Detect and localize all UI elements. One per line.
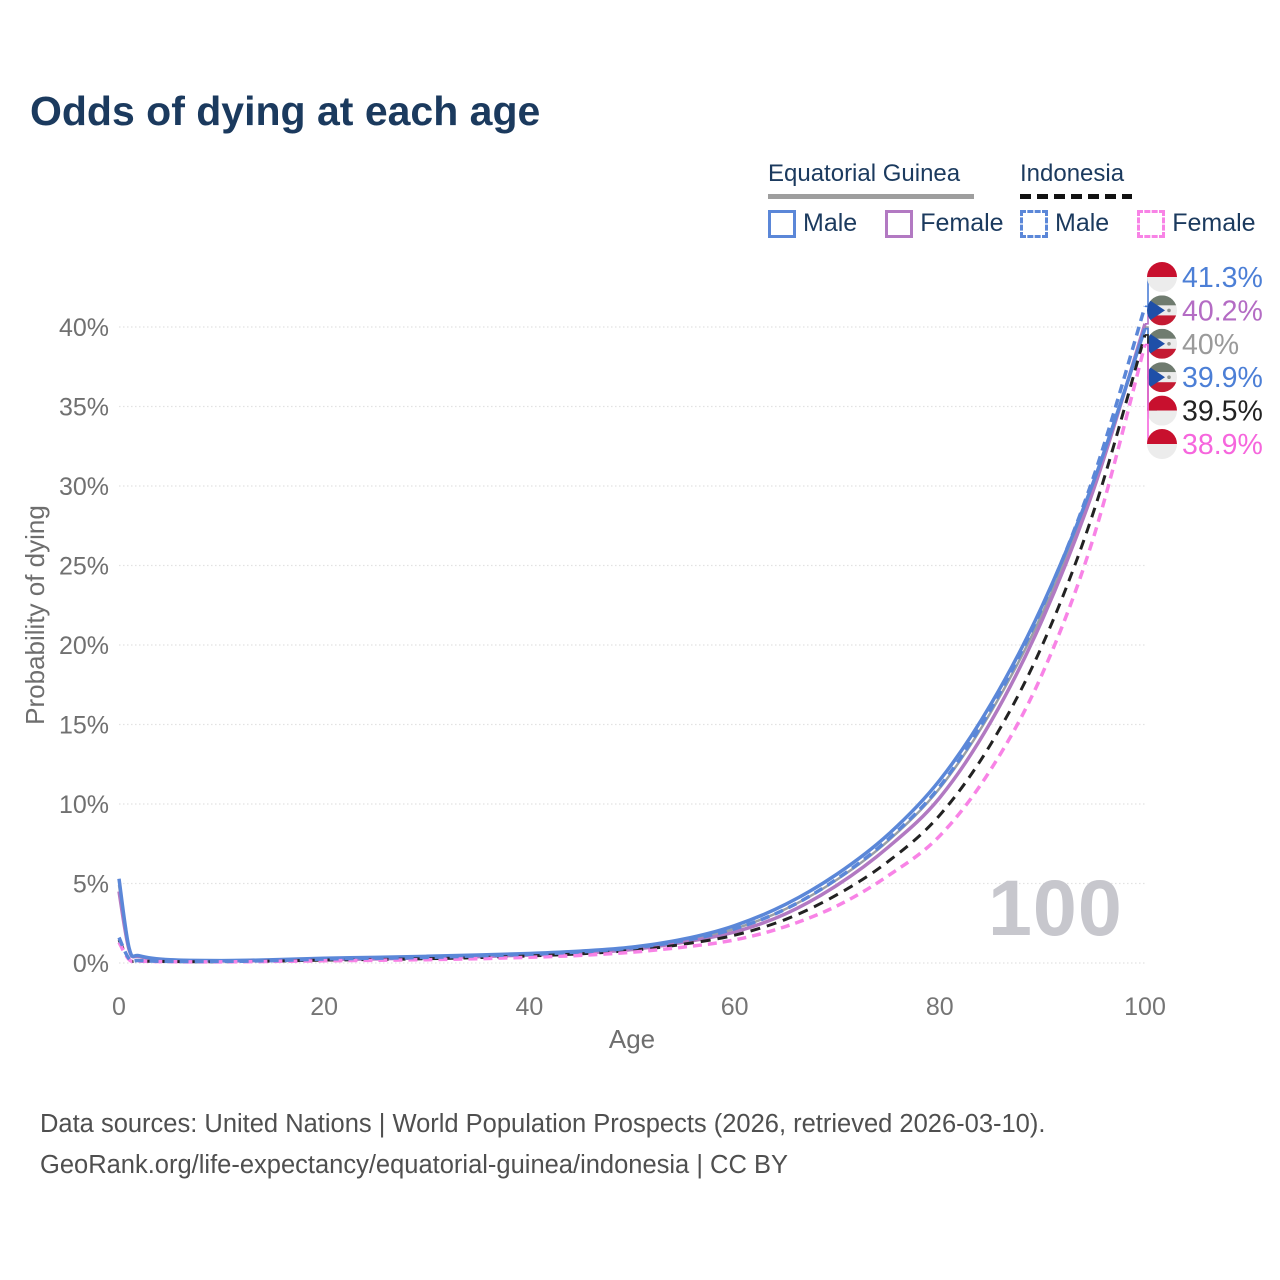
female-dashed-swatch-icon: [1137, 209, 1166, 238]
end-label-value-equatorial-guinea-male: 39.9%: [1182, 362, 1263, 394]
x-tick-label: 20: [310, 993, 338, 1021]
x-tick-label: 80: [926, 993, 954, 1021]
end-label-value-indonesia-both: 39.5%: [1182, 396, 1263, 428]
male-dashed-swatch-icon: [1020, 209, 1048, 238]
legend-header-indonesia: Indonesia: [1020, 160, 1125, 187]
y-tick-label: 0%: [73, 950, 109, 978]
end-label-value-indonesia-female: 38.9%: [1182, 429, 1263, 461]
legend-underline-solid: [768, 194, 974, 199]
equatorial-guinea-flag-icon: [1147, 295, 1177, 326]
end-label-value-equatorial-guinea-both: 40%: [1182, 329, 1239, 361]
y-tick-label: 40%: [59, 314, 109, 342]
y-tick-label: 35%: [59, 394, 109, 422]
y-tick-label: 20%: [59, 632, 109, 660]
female-solid-swatch-icon: [885, 209, 914, 238]
indonesia-flag-icon: [1147, 429, 1177, 459]
legend-group-equatorial-guinea: Equatorial Guinea Male Female: [768, 160, 1004, 238]
legend-item-equatorial-guinea-female[interactable]: Female: [885, 209, 1004, 238]
x-tick-label: 60: [721, 993, 749, 1021]
footer-attribution: GeoRank.org/life-expectancy/equatorial-g…: [40, 1151, 788, 1179]
x-axis-title: Age: [609, 1024, 655, 1054]
line-chart: 0% 5% 10% 15% 20% 25% 30% 35% 40% 0 20 40 60 80 100 Age…: [0, 250, 1280, 1070]
equatorial-guinea-flag-icon: [1147, 328, 1177, 359]
x-tick-label: 40: [515, 993, 543, 1021]
footer-sources: Data sources: United Nations | World Pop…: [40, 1110, 1046, 1138]
y-axis-title: Probability of dying: [20, 505, 50, 725]
indonesia-flag-icon: [1147, 395, 1177, 426]
end-label-connector-indonesia-female: [1145, 343, 1157, 445]
series-line-indonesia-both: [117, 334, 1147, 964]
y-tick-label: 10%: [59, 791, 109, 819]
chart-svg: 0% 5% 10% 15% 20% 25% 30% 35% 40% 0 20 40 60 80 100 Age…: [20, 262, 1263, 1054]
page-title: Odds of dying at each age: [30, 88, 541, 134]
x-tick-label: 0: [112, 993, 126, 1021]
y-tick-label: 30%: [59, 473, 109, 501]
y-tick-label: 5%: [73, 871, 109, 899]
legend-header-equatorial-guinea: Equatorial Guinea: [768, 160, 961, 187]
legend-item-label: Male: [803, 209, 858, 237]
male-solid-swatch-icon: [768, 209, 796, 238]
legend-item-label: Male: [1055, 209, 1110, 237]
footer: Data sources: United Nations | World Pop…: [40, 1104, 1045, 1186]
x-tick-label: 100: [1124, 993, 1166, 1021]
legend-underline-dashed: [1020, 194, 1132, 199]
equatorial-guinea-flag-icon: [1147, 362, 1177, 393]
legend-item-label: Female: [1172, 209, 1256, 237]
end-label-value-equatorial-guinea-female: 40.2%: [1182, 295, 1263, 327]
legend-item-indonesia-male[interactable]: Male: [1020, 209, 1109, 238]
end-label-value-indonesia-male: 41.3%: [1182, 262, 1263, 294]
series-line-indonesia-female: [117, 344, 1147, 964]
legend-item-indonesia-female[interactable]: Female: [1137, 209, 1256, 238]
legend-item-label: Female: [920, 209, 1004, 237]
legend-item-equatorial-guinea-male[interactable]: Male: [768, 209, 857, 238]
legend-group-indonesia: Indonesia Male Female: [1020, 160, 1256, 238]
age-watermark: 100: [988, 863, 1123, 952]
y-tick-label: 15%: [59, 712, 109, 740]
y-tick-label: 25%: [59, 553, 109, 581]
indonesia-flag-icon: [1147, 262, 1177, 292]
